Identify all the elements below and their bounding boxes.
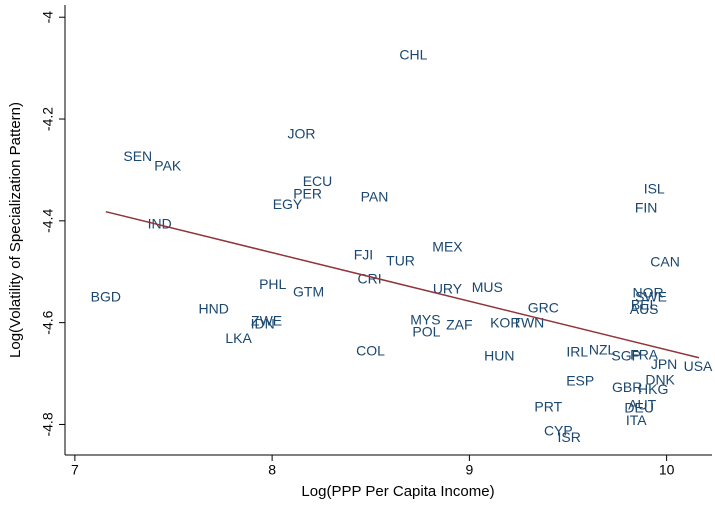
y-tick-label: -4.2	[40, 107, 56, 131]
point-label: BEL	[631, 297, 658, 313]
point-label: HND	[199, 301, 229, 317]
x-tick-label: 9	[465, 462, 473, 478]
point-label: IND	[148, 216, 172, 232]
x-tick-label: 10	[659, 462, 675, 478]
point-label: TWN	[512, 314, 544, 330]
point-label: POL	[412, 324, 440, 340]
point-label: SGP	[611, 347, 641, 363]
point-label: URY	[433, 280, 463, 296]
point-label: FIN	[635, 199, 658, 215]
point-label: ESP	[566, 372, 594, 388]
fit-line	[105, 210, 700, 359]
x-tick-label: 7	[71, 462, 79, 478]
y-axis-label: Log(Volatility of Specialization Pattern…	[7, 102, 24, 358]
y-tick-label: -4.4	[40, 209, 56, 233]
point-label: DNK	[645, 371, 675, 387]
point-label: ZWE	[251, 312, 282, 328]
point-label: PAN	[361, 189, 389, 205]
point-label: LKA	[225, 330, 252, 346]
point-label: SEN	[123, 148, 152, 164]
point-label: USA	[684, 358, 713, 374]
point-label: BGD	[91, 288, 121, 304]
y-tick-label: -4	[40, 11, 56, 24]
point-label: MYS	[410, 311, 440, 327]
point-label: JOR	[288, 126, 316, 142]
point-label: JPN	[651, 356, 677, 372]
point-label: ISR	[558, 429, 581, 445]
point-label: HKG	[638, 381, 668, 397]
point-label: TUR	[386, 252, 415, 268]
x-tick-label: 8	[268, 462, 276, 478]
point-label: MEX	[432, 239, 463, 255]
point-label: FJI	[354, 247, 373, 263]
point-label: ISL	[644, 180, 665, 196]
point-label: PHL	[259, 276, 286, 292]
point-label: GBR	[612, 379, 642, 395]
point-label: CAN	[650, 253, 680, 269]
point-label: NZL	[589, 341, 616, 357]
x-axis-label: Log(PPP Per Capita Income)	[301, 483, 494, 500]
point-label: HUN	[484, 347, 514, 363]
point-label: PAK	[154, 158, 182, 174]
point-label: CHL	[399, 47, 427, 63]
y-tick-label: -4.8	[40, 412, 56, 436]
point-label: GRC	[528, 300, 559, 316]
point-label: ITA	[626, 412, 647, 428]
point-label: KOR	[490, 314, 520, 330]
point-label: PRT	[534, 398, 562, 414]
point-label: SWE	[635, 288, 667, 304]
point-label: FRA	[630, 346, 659, 362]
point-label: ECU	[303, 173, 333, 189]
point-label: CYP	[544, 422, 573, 438]
point-label: PER	[293, 186, 322, 202]
point-label: NOR	[633, 284, 664, 300]
point-label: COL	[356, 342, 385, 358]
point-label: MUS	[472, 279, 503, 295]
point-label: DEU	[624, 399, 654, 415]
point-label: IRL	[566, 343, 588, 359]
point-label: AUS	[630, 301, 659, 317]
y-tick-label: -4.6	[40, 310, 56, 334]
point-label: IDN	[251, 315, 275, 331]
point-label: ZAF	[446, 316, 472, 332]
point-label: EGY	[273, 196, 303, 212]
point-label: AUT	[628, 396, 656, 412]
point-label: GTM	[293, 283, 324, 299]
